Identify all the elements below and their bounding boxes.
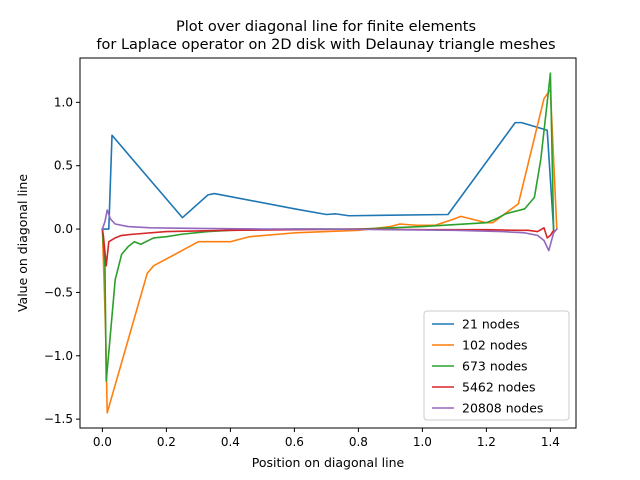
y-tick-label: 1.0 bbox=[54, 95, 73, 109]
x-tick-label: 0.8 bbox=[349, 435, 368, 449]
axes-frame bbox=[79, 57, 577, 429]
y-axis-ticks: −1.5 −1.0 −0.5 0.0 0.5 1.0 bbox=[44, 95, 80, 426]
x-tick-label: 1.0 bbox=[413, 435, 432, 449]
y-tick-label: −1.5 bbox=[44, 412, 73, 426]
x-tick-label: 0.2 bbox=[157, 435, 176, 449]
series-line-4 bbox=[101, 209, 558, 252]
legend-entry-4: 20808 nodes bbox=[462, 401, 543, 416]
legend-entry-3: 5462 nodes bbox=[462, 380, 536, 395]
chart-title-line-1: Plot over diagonal line for finite eleme… bbox=[176, 19, 476, 35]
x-tick-label: 0.0 bbox=[93, 435, 112, 449]
legend-entry-0: 21 nodes bbox=[462, 317, 520, 332]
y-axis-label: Value on diagonal line bbox=[15, 174, 30, 312]
series-line-0 bbox=[101, 121, 555, 230]
y-tick-label: −1.0 bbox=[44, 349, 73, 363]
series-layer bbox=[101, 72, 558, 414]
x-axis-ticks: 0.0 0.2 0.4 0.6 0.8 1.0 1.2 1.4 bbox=[93, 428, 560, 449]
legend-entry-1: 102 nodes bbox=[462, 338, 528, 353]
x-tick-label: 0.6 bbox=[285, 435, 304, 449]
legend-box bbox=[423, 310, 570, 421]
x-axis-label: Position on diagonal line bbox=[252, 455, 405, 470]
chart-title-line-2: for Laplace operator on 2D disk with Del… bbox=[96, 37, 555, 53]
y-tick-label: 0.5 bbox=[54, 159, 73, 173]
y-tick-label: 0.0 bbox=[54, 222, 73, 236]
y-tick-label: −0.5 bbox=[44, 285, 73, 299]
x-tick-label: 1.4 bbox=[541, 435, 560, 449]
x-tick-label: 1.2 bbox=[477, 435, 496, 449]
legend-entry-2: 673 nodes bbox=[462, 359, 528, 374]
x-tick-label: 0.4 bbox=[221, 435, 240, 449]
legend: 21 nodes 102 nodes 673 nodes 5462 nodes 2080… bbox=[423, 310, 570, 421]
